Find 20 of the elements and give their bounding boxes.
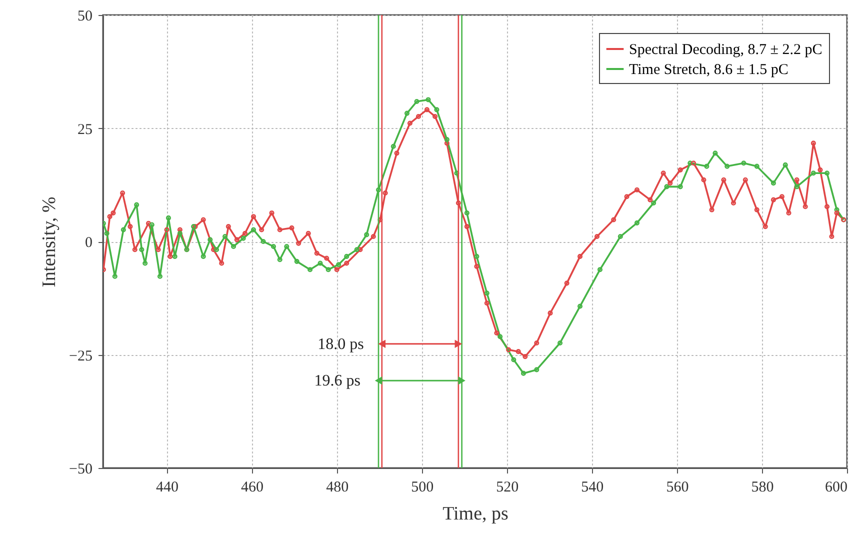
annotation: 18.0 ps [318,336,364,353]
x-tick-label: 480 [326,480,349,496]
y-axis-title: Intensity, % [39,196,60,288]
x-tick-label: 540 [581,480,604,496]
x-tick-label: 440 [156,480,179,496]
x-tick-label: 580 [751,480,774,496]
y-tick-label: 50 [78,8,92,24]
legend-label: Time Stretch, 8.6 ± 1.5 pC [629,62,788,78]
legend-label: Spectral Decoding, 8.7 ± 2.2 pC [629,42,822,58]
annotation: 19.6 ps [314,372,360,390]
y-tick-label: −25 [69,348,92,364]
x-tick-label: 500 [411,480,434,496]
x-axis-title: Time, ps [442,504,508,524]
x-tick-label: 460 [241,480,264,496]
y-tick-label: 0 [85,235,92,251]
x-tick-label: 520 [496,480,519,496]
x-tick-label: 600 [825,480,848,496]
y-tick-label: −50 [69,462,92,478]
y-tick-label: 25 [78,122,92,138]
x-tick-label: 560 [666,480,689,496]
